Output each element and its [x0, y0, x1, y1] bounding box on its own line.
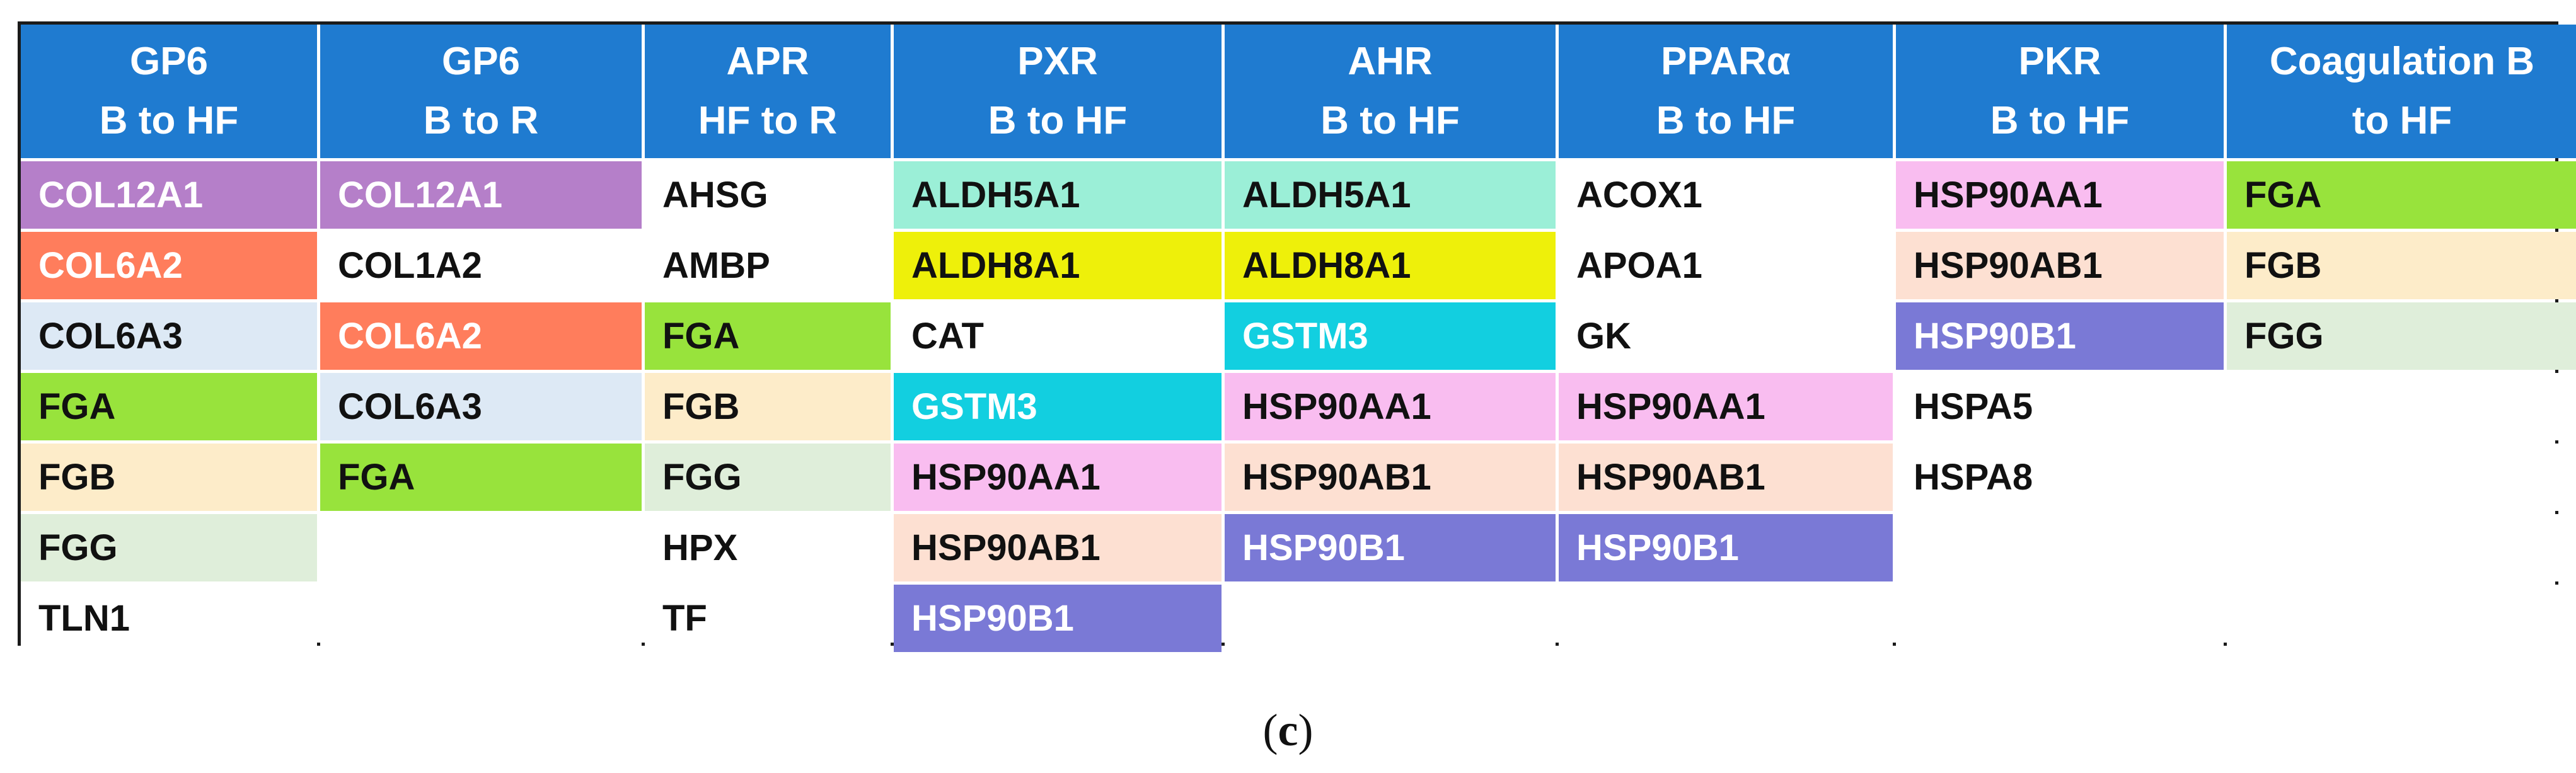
- gene-cell: GK: [1559, 302, 1893, 370]
- column-header: GP6 B to HF: [21, 25, 317, 158]
- column-header-line2: B to HF: [1320, 99, 1460, 142]
- gene-cell: COL6A3: [21, 302, 317, 370]
- gene-cell: HPX: [645, 514, 891, 581]
- gene-cell: HSP90AB1: [1559, 444, 1893, 511]
- column-header-line2: to HF: [2352, 99, 2452, 142]
- gene-cell: FGB: [21, 444, 317, 511]
- gene-cell: FGA: [21, 373, 317, 440]
- column-header-line2: B to R: [423, 99, 539, 142]
- gene-cell: FGG: [2227, 302, 2576, 370]
- column-header-line2: B to HF: [1656, 99, 1796, 142]
- gene-cell: [1896, 514, 2224, 581]
- gene-cell: ALDH8A1: [1225, 232, 1556, 299]
- gene-cell: FGG: [645, 444, 891, 511]
- column-header-line1: GP6: [441, 40, 521, 83]
- gene-cell: FGG: [21, 514, 317, 581]
- gene-cell: GSTM3: [894, 373, 1222, 440]
- gene-cell: HSPA5: [1896, 373, 2224, 440]
- column-header-line1: Coagulation B: [2269, 40, 2535, 83]
- gene-cell: AMBP: [645, 232, 891, 299]
- gene-cell: COL12A1: [320, 161, 642, 229]
- column-header-line2: B to HF: [988, 99, 1128, 142]
- gene-table-frame: GP6 B to HF GP6 B to R APR HF to R PXR B to HF A…: [18, 21, 2576, 652]
- gene-cell: ALDH5A1: [894, 161, 1222, 229]
- gene-cell: TF: [645, 585, 891, 652]
- column-header-line1: GP6: [129, 40, 209, 83]
- column-header-line2: B to HF: [1990, 99, 2130, 142]
- gene-cell: FGA: [2227, 161, 2576, 229]
- column-header: PKR B to HF: [1896, 25, 2224, 158]
- gene-cell: HSP90AA1: [1896, 161, 2224, 229]
- gene-cell: [2227, 373, 2576, 440]
- gene-cell: HSPA8: [1896, 444, 2224, 511]
- column-header-line1: PXR: [1017, 40, 1098, 83]
- column-header-line2: HF to R: [698, 99, 838, 142]
- gene-cell: [1896, 585, 2224, 652]
- gene-cell: COL6A3: [320, 373, 642, 440]
- column-header: GP6 B to R: [320, 25, 642, 158]
- gene-cell: FGA: [320, 444, 642, 511]
- gene-cell: COL6A2: [320, 302, 642, 370]
- gene-cell: HSP90AB1: [894, 514, 1222, 581]
- gene-cell: ALDH5A1: [1225, 161, 1556, 229]
- gene-table: GP6 B to HF GP6 B to R APR HF to R PXR B to HF A…: [21, 25, 2576, 652]
- caption-close-paren: ): [1298, 705, 1314, 755]
- gene-cell: [320, 514, 642, 581]
- gene-cell: HSP90AB1: [1896, 232, 2224, 299]
- column-header-line1: PKR: [2018, 40, 2101, 83]
- gene-cell: [320, 585, 642, 652]
- gene-cell: ACOX1: [1559, 161, 1893, 229]
- column-header: PXR B to HF: [894, 25, 1222, 158]
- gene-cell: HSP90AB1: [1225, 444, 1556, 511]
- gene-cell: HSP90AA1: [1559, 373, 1893, 440]
- column-header: AHR B to HF: [1225, 25, 1556, 158]
- column-header: PPARα B to HF: [1559, 25, 1893, 158]
- gene-cell: [2227, 514, 2576, 581]
- column-header: Coagulation B to HF: [2227, 25, 2576, 158]
- gene-cell: FGB: [645, 373, 891, 440]
- gene-cell: AHSG: [645, 161, 891, 229]
- gene-cell: ALDH8A1: [894, 232, 1222, 299]
- gene-cell: COL1A2: [320, 232, 642, 299]
- caption-open-paren: (: [1262, 705, 1278, 755]
- column-header-line1: PPARα: [1661, 40, 1791, 83]
- gene-cell: HSP90AA1: [1225, 373, 1556, 440]
- column-header-line1: AHR: [1348, 40, 1433, 83]
- figure-caption: (c): [0, 704, 2576, 757]
- column-header-line2: B to HF: [99, 99, 239, 142]
- gene-cell: [2227, 585, 2576, 652]
- gene-cell: COL6A2: [21, 232, 317, 299]
- gene-cell: HSP90B1: [894, 585, 1222, 652]
- gene-cell: [1225, 585, 1556, 652]
- gene-cell: HSP90AA1: [894, 444, 1222, 511]
- gene-cell: CAT: [894, 302, 1222, 370]
- column-header-line1: APR: [726, 40, 809, 83]
- gene-cell: COL12A1: [21, 161, 317, 229]
- gene-cell: [1559, 585, 1893, 652]
- gene-cell: TLN1: [21, 585, 317, 652]
- gene-cell: FGA: [645, 302, 891, 370]
- gene-cell: HSP90B1: [1559, 514, 1893, 581]
- gene-cell: FGB: [2227, 232, 2576, 299]
- gene-cell: GSTM3: [1225, 302, 1556, 370]
- gene-cell: HSP90B1: [1896, 302, 2224, 370]
- column-header: APR HF to R: [645, 25, 891, 158]
- caption-letter: c: [1278, 705, 1298, 755]
- gene-cell: APOA1: [1559, 232, 1893, 299]
- gene-cell: HSP90B1: [1225, 514, 1556, 581]
- gene-cell: [2227, 444, 2576, 511]
